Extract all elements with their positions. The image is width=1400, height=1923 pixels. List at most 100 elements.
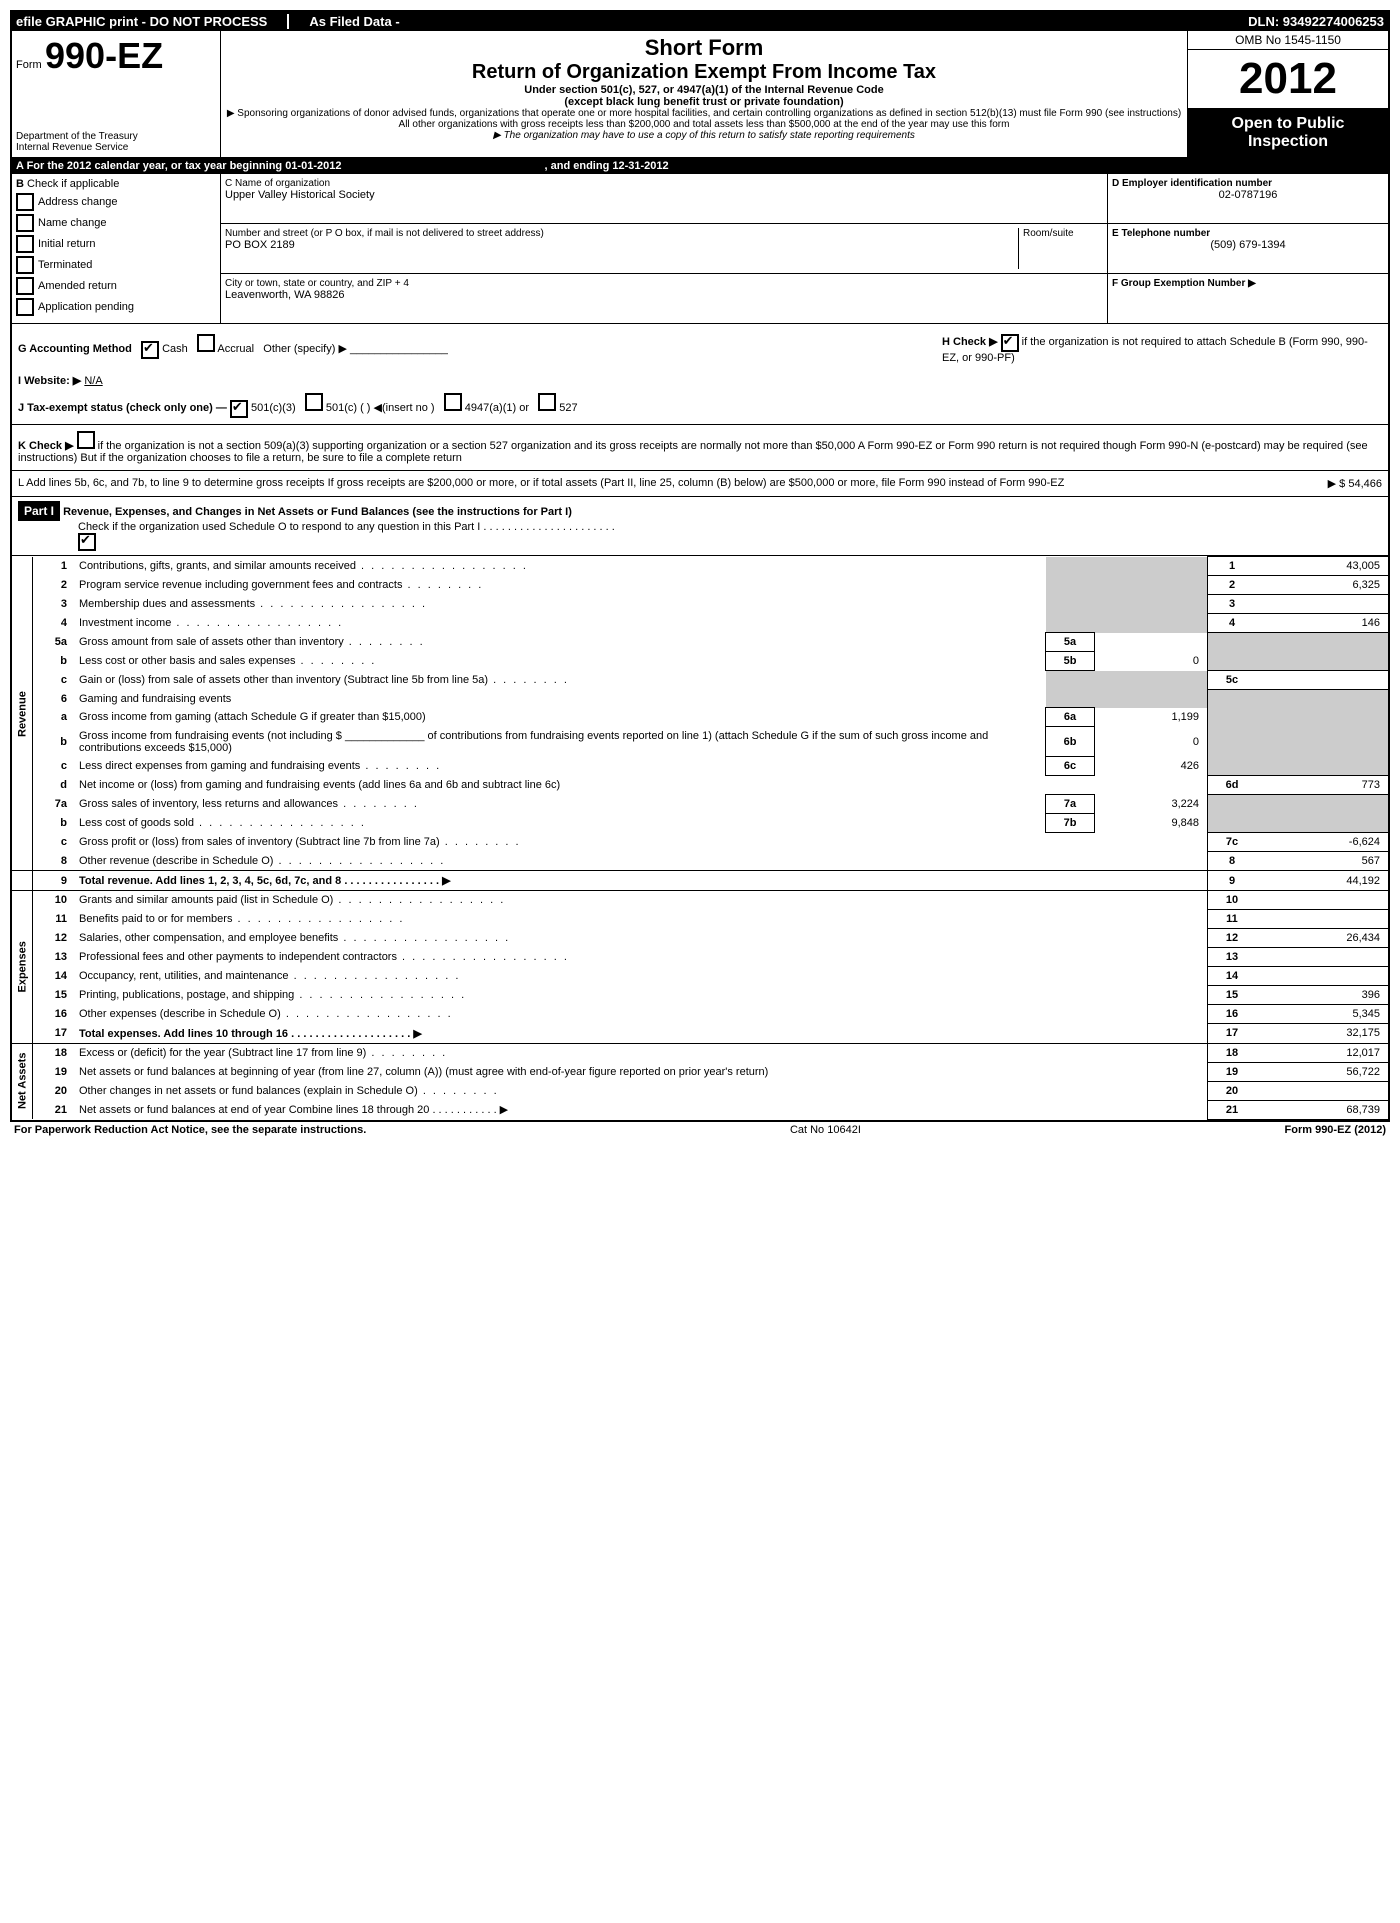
chk-4947[interactable] <box>444 393 462 411</box>
street: PO BOX 2189 <box>225 239 1018 251</box>
chk-pending[interactable]: Application pending <box>16 298 216 316</box>
line-5c-val <box>1256 671 1388 690</box>
mid-section: G Accounting Method Cash Accrual Other (… <box>12 324 1388 425</box>
line-8: Other revenue (describe in Schedule O) <box>75 852 1208 871</box>
ein-label: D Employer identification number <box>1112 178 1384 189</box>
note1: ▶ Sponsoring organizations of donor advi… <box>225 108 1183 119</box>
line-7c: Gross profit or (loss) from sales of inv… <box>75 833 1208 852</box>
line-6c-val: 426 <box>1095 757 1208 776</box>
line-7b-val: 9,848 <box>1095 814 1208 833</box>
line-11: Benefits paid to or for members <box>75 910 1208 929</box>
line-5b-val: 0 <box>1095 652 1208 671</box>
topbar-right: DLN: 93492274006253 <box>1248 14 1384 29</box>
form-990ez: efile GRAPHIC print - DO NOT PROCESS As … <box>10 10 1390 1122</box>
line-10-val <box>1256 891 1388 910</box>
chk-schedule-b[interactable] <box>1001 334 1019 352</box>
phone-label: E Telephone number <box>1112 228 1384 239</box>
form-prefix: Form <box>16 59 42 71</box>
line-12: Salaries, other compensation, and employ… <box>75 929 1208 948</box>
line-16: Other expenses (describe in Schedule O) <box>75 1005 1208 1024</box>
expenses-label: Expenses <box>12 891 33 1044</box>
revenue-label: Revenue <box>12 557 33 871</box>
line-1: Contributions, gifts, grants, and simila… <box>75 557 1046 576</box>
k-section: K Check ▶ if the organization is not a s… <box>12 425 1388 471</box>
line-18: Excess or (deficit) for the year (Subtra… <box>75 1043 1208 1062</box>
section-a: A For the 2012 calendar year, or tax yea… <box>12 158 1388 174</box>
chk-accrual[interactable] <box>197 334 215 352</box>
city: Leavenworth, WA 98826 <box>225 289 1103 301</box>
line-14: Occupancy, rent, utilities, and maintena… <box>75 967 1208 986</box>
chk-schedule-o[interactable] <box>78 533 96 551</box>
line-15: Printing, publications, postage, and shi… <box>75 986 1208 1005</box>
line-6b-val: 0 <box>1095 727 1208 757</box>
section-b: B Check if applicable Address change Nam… <box>12 174 221 323</box>
line-21-val: 68,739 <box>1256 1100 1388 1119</box>
line-19-val: 56,722 <box>1256 1062 1388 1081</box>
line-11-val <box>1256 910 1388 929</box>
title: Return of Organization Exempt From Incom… <box>225 61 1183 84</box>
line-13: Professional fees and other payments to … <box>75 948 1208 967</box>
chk-initial[interactable]: Initial return <box>16 235 216 253</box>
line-2: Program service revenue including govern… <box>75 576 1046 595</box>
line-5c: Gain or (loss) from sale of assets other… <box>75 671 1046 690</box>
line-18-val: 12,017 <box>1256 1043 1388 1062</box>
website: N/A <box>84 375 102 387</box>
room-label: Room/suite <box>1018 228 1103 269</box>
netassets-label: Net Assets <box>12 1043 33 1119</box>
line-9: Total revenue. Add lines 1, 2, 3, 4, 5c,… <box>75 871 1208 891</box>
chk-terminated[interactable]: Terminated <box>16 256 216 274</box>
header: Form 990-EZ Department of the Treasury I… <box>12 31 1388 158</box>
chk-527[interactable] <box>538 393 556 411</box>
bcd-row: B Check if applicable Address change Nam… <box>12 174 1388 324</box>
line-21: Net assets or fund balances at end of ye… <box>75 1100 1208 1119</box>
section-def: D Employer identification number 02-0787… <box>1107 174 1388 323</box>
chk-amended[interactable]: Amended return <box>16 277 216 295</box>
footer: For Paperwork Reduction Act Notice, see … <box>10 1122 1390 1138</box>
line-17: Total expenses. Add lines 10 through 16 … <box>75 1024 1208 1044</box>
line-6a-val: 1,199 <box>1095 708 1208 727</box>
form-number: 990-EZ <box>45 35 163 76</box>
chk-cash[interactable] <box>141 341 159 359</box>
line-20-val <box>1256 1081 1388 1100</box>
line-4: Investment income <box>75 614 1046 633</box>
website-label: I Website: ▶ <box>18 375 81 387</box>
line-10: Grants and similar amounts paid (list in… <box>75 891 1208 910</box>
line-7a: Gross sales of inventory, less returns a… <box>75 795 1046 814</box>
ein: 02-0787196 <box>1112 189 1384 201</box>
city-label: City or town, state or country, and ZIP … <box>225 278 1103 289</box>
sub2: (except black lung benefit trust or priv… <box>225 96 1183 108</box>
topbar-center: As Filed Data - <box>287 14 1248 29</box>
line-6d: Net income or (loss) from gaming and fun… <box>75 776 1208 795</box>
gross-receipts: ▶ $ 54,466 <box>1232 477 1382 490</box>
line-20: Other changes in net assets or fund bala… <box>75 1081 1208 1100</box>
chk-address[interactable]: Address change <box>16 193 216 211</box>
line-7c-val: -6,624 <box>1256 833 1388 852</box>
line-5b: Less cost or other basis and sales expen… <box>75 652 1046 671</box>
dept1: Department of the Treasury <box>16 131 216 142</box>
footer-left: For Paperwork Reduction Act Notice, see … <box>14 1124 366 1136</box>
group-exemption: F Group Exemption Number ▶ <box>1112 278 1384 289</box>
line-8-val: 567 <box>1256 852 1388 871</box>
line-13-val <box>1256 948 1388 967</box>
short-form: Short Form <box>225 35 1183 61</box>
phone: (509) 679-1394 <box>1112 239 1384 251</box>
lines-table: Revenue 1 Contributions, gifts, grants, … <box>12 556 1388 1120</box>
topbar-left: efile GRAPHIC print - DO NOT PROCESS <box>16 14 267 29</box>
line-14-val <box>1256 967 1388 986</box>
note2: All other organizations with gross recei… <box>225 119 1183 130</box>
line-16-val: 5,345 <box>1256 1005 1388 1024</box>
tax-year: 2012 <box>1188 50 1388 109</box>
line-19: Net assets or fund balances at beginning… <box>75 1062 1208 1081</box>
chk-k[interactable] <box>77 431 95 449</box>
line-6a: Gross income from gaming (attach Schedul… <box>75 708 1046 727</box>
top-bar: efile GRAPHIC print - DO NOT PROCESS As … <box>12 12 1388 31</box>
line-4-val: 146 <box>1256 614 1388 633</box>
line-6b: Gross income from fundraising events (no… <box>75 727 1046 757</box>
chk-501c3[interactable] <box>230 400 248 418</box>
line-12-val: 26,434 <box>1256 929 1388 948</box>
header-left: Form 990-EZ Department of the Treasury I… <box>12 31 221 157</box>
chk-name[interactable]: Name change <box>16 214 216 232</box>
chk-501c[interactable] <box>305 393 323 411</box>
line-6: Gaming and fundraising events <box>75 690 1046 708</box>
line-5a: Gross amount from sale of assets other t… <box>75 633 1046 652</box>
